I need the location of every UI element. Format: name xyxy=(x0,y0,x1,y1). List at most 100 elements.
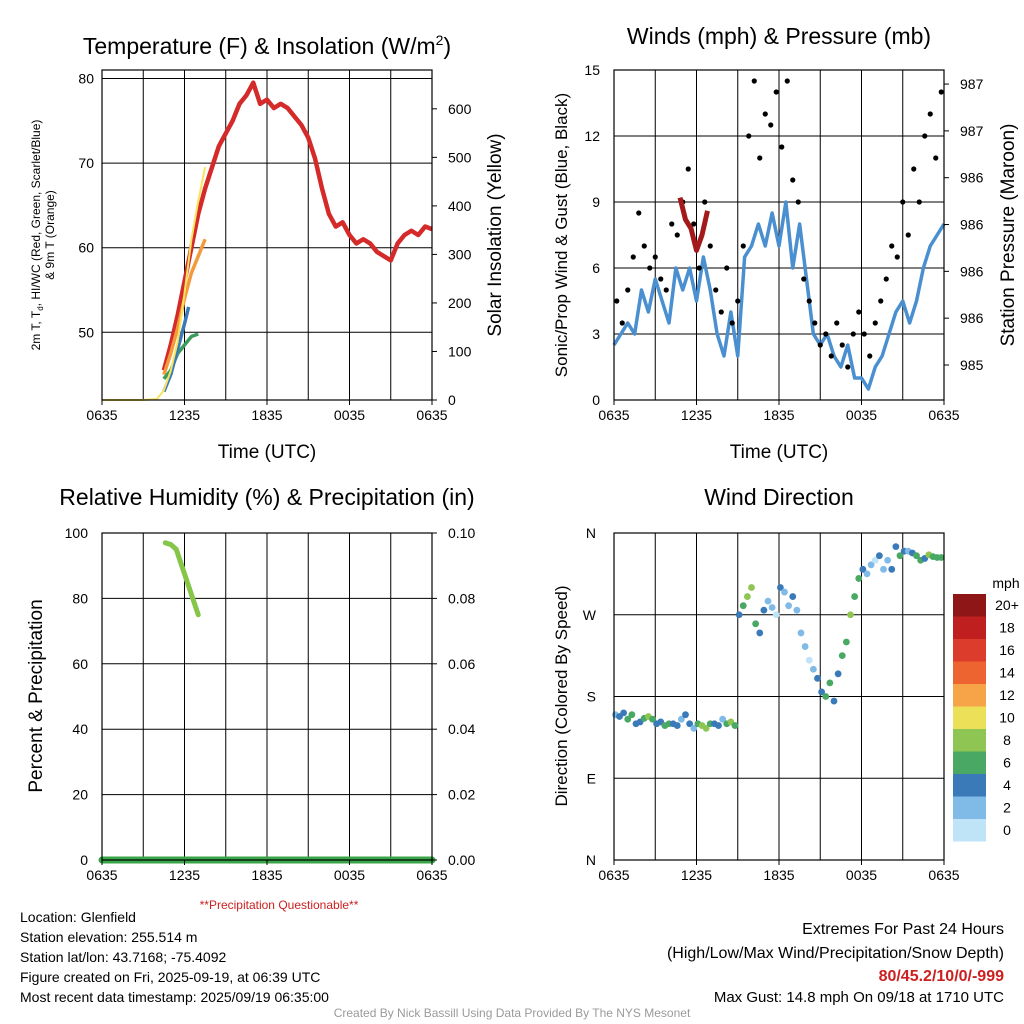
direction-point xyxy=(756,629,764,637)
gust-point xyxy=(718,309,724,315)
direction-point xyxy=(859,565,867,573)
y-tick-label-left: S xyxy=(587,689,596,705)
gust-point xyxy=(735,298,741,304)
y-tick-label-left: N xyxy=(586,852,596,868)
humidity-panel: Relative Humidity (%) & Precipitation (i… xyxy=(26,484,475,912)
x-tick-label: 0635 xyxy=(598,867,629,883)
direction-point xyxy=(867,561,875,569)
gust-point xyxy=(713,287,719,293)
x-tick-label: 1235 xyxy=(169,407,200,423)
direction-point xyxy=(937,554,945,561)
colorbar-label: 12 xyxy=(999,687,1015,703)
temperature-ylabel-right: Solar Insolation (Yellow) xyxy=(485,133,506,336)
gust-point xyxy=(696,265,702,271)
gust-point xyxy=(894,254,900,260)
gust-point xyxy=(889,243,895,249)
direction-point xyxy=(760,606,768,614)
colorbar-label: 0 xyxy=(1003,822,1011,838)
colorbar-label: 4 xyxy=(1003,777,1011,793)
y-tick-label-right: 600 xyxy=(448,101,472,117)
y-tick-label-right: 400 xyxy=(448,198,472,214)
gust-point xyxy=(817,342,823,348)
direction-point xyxy=(776,584,784,591)
gust-point xyxy=(751,78,757,84)
series-line-2m-t xyxy=(161,80,433,371)
direction-point xyxy=(830,697,838,705)
y-tick-label-right: 986 xyxy=(960,263,984,279)
gust-point xyxy=(900,199,906,205)
gust-point xyxy=(702,199,708,205)
direction-point xyxy=(838,652,846,660)
temperature-title: Temperature (F) & Insolation (W/m2) xyxy=(83,32,451,59)
x-tick-label: 0635 xyxy=(416,867,447,883)
extremes-title: Extremes For Past 24 Hours xyxy=(802,921,1004,938)
y-tick-label-left: 80 xyxy=(72,590,88,606)
station-info: Location: Glenfield Station elevation: 2… xyxy=(20,907,329,1007)
gust-point xyxy=(927,111,933,117)
humidity-title: Relative Humidity (%) & Precipitation (i… xyxy=(59,484,474,510)
direction-point xyxy=(875,552,883,560)
wind-direction-panel: Wind Direction 0635 1235 1835 0035 0635NESWN… xyxy=(552,484,1020,883)
direction-point xyxy=(892,543,900,551)
humidity-ylabel-left: Percent & Precipitation xyxy=(26,599,47,792)
latlon-text: Station lat/lon: 43.7168; -75.4092 xyxy=(20,949,227,965)
y-tick-label-right: 200 xyxy=(448,295,472,311)
colorbar-label: 2 xyxy=(1003,800,1011,816)
extremes-block: Extremes For Past 24 Hours (High/Low/Max… xyxy=(667,921,1004,1006)
direction-point xyxy=(715,722,722,729)
colorbar-label: 10 xyxy=(999,710,1015,726)
gust-point xyxy=(916,199,922,205)
location-text: Location: Glenfield xyxy=(20,909,136,925)
direction-point xyxy=(834,670,842,678)
direction-point xyxy=(814,674,821,682)
x-tick-label: 0635 xyxy=(86,867,117,883)
temperature-ylabel-left-line2: & 9m T (Orange) xyxy=(43,190,57,280)
series-line-pressure xyxy=(677,196,710,253)
gust-point xyxy=(779,144,785,150)
y-tick-label-left: 0 xyxy=(592,392,600,408)
recent-timestamp-text: Most recent data timestamp: 2025/09/19 0… xyxy=(20,989,329,1005)
y-tick-label-right: 987 xyxy=(960,123,984,139)
gust-point xyxy=(834,320,840,326)
extremes-subtitle: (High/Low/Max Wind/Precipitation/Snow De… xyxy=(667,945,1004,962)
y-tick-label-right: 985 xyxy=(960,357,984,373)
y-tick-label-right: 0.00 xyxy=(448,852,475,868)
gust-point xyxy=(647,265,653,271)
elevation-text: Station elevation: 255.514 m xyxy=(20,929,198,945)
direction-point xyxy=(809,665,817,673)
direction-point xyxy=(801,643,809,650)
gust-point xyxy=(685,166,691,172)
y-tick-label-left: 70 xyxy=(78,155,94,171)
max-gust: Max Gust: 14.8 mph On 09/18 at 1710 UTC xyxy=(714,989,1004,1006)
y-tick-label-right: 500 xyxy=(448,149,472,165)
x-tick-label: 0035 xyxy=(334,407,365,423)
gust-point xyxy=(652,254,658,260)
direction-point xyxy=(743,593,751,600)
direction-point xyxy=(772,611,780,619)
extremes-values: 80/45.2/10/0/-999 xyxy=(879,968,1005,985)
y-tick-label-left: 40 xyxy=(72,721,88,737)
y-tick-label-left: 15 xyxy=(584,62,600,78)
gust-point xyxy=(762,111,768,117)
gust-point xyxy=(878,298,884,304)
direction-point xyxy=(888,565,896,573)
gust-point xyxy=(828,353,834,359)
gust-point xyxy=(619,320,625,326)
y-tick-label-right: 987 xyxy=(960,76,984,92)
direction-point xyxy=(690,724,698,732)
x-tick-label: 1235 xyxy=(169,867,200,883)
gust-point xyxy=(746,133,752,139)
colorbar-label: 6 xyxy=(1003,755,1011,771)
gust-point xyxy=(724,265,730,271)
y-tick-label-right: 0.04 xyxy=(448,721,475,737)
gust-point xyxy=(905,232,911,238)
winds-ylabel-left: Sonic/Prop Wind & Gust (Blue, Black) xyxy=(552,93,571,377)
y-tick-label-left: 0 xyxy=(80,852,88,868)
x-tick-label: 1835 xyxy=(763,407,794,423)
y-tick-label-left: E xyxy=(587,770,596,786)
y-tick-label-right: 100 xyxy=(448,343,472,359)
winds-ylabel-right: Station Pressure (Maroon) xyxy=(998,124,1019,347)
direction-point xyxy=(731,722,739,729)
direction-point xyxy=(686,720,694,728)
direction-point xyxy=(847,611,854,619)
